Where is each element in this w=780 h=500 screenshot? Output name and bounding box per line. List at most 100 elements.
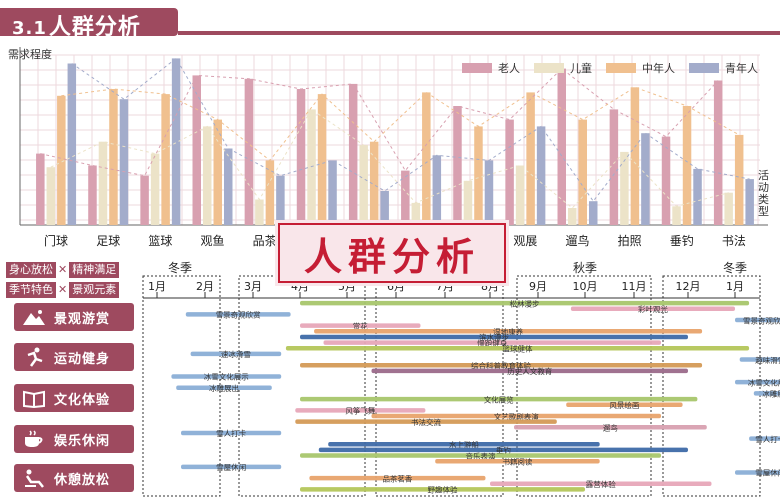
legend-swatch (606, 63, 636, 73)
month-label: 7月 (436, 280, 454, 293)
category-label: 足球 (96, 234, 121, 248)
activity-bar (435, 458, 600, 464)
section-number: 3.1 (12, 18, 47, 39)
season-label: 冬季 (723, 260, 747, 275)
month-label: 4月 (291, 280, 309, 293)
bar-老人 (296, 89, 306, 225)
tag-label: 景观元素 (69, 282, 120, 298)
legend-label: 儿童 (570, 62, 592, 75)
bar-老人 (88, 165, 97, 225)
legend-label: 老人 (498, 62, 520, 75)
bar-中年人 (578, 119, 587, 225)
activity-bar (171, 374, 282, 379)
bar-中年人 (734, 134, 744, 225)
activity-bar (371, 368, 688, 374)
activity-bar (300, 323, 421, 328)
bar-老人 (661, 136, 671, 225)
month-label: 10月 (573, 280, 598, 293)
activity-bar (309, 475, 486, 481)
page-title: 3.1人群分析 (12, 9, 141, 41)
category-label: 门球 (44, 234, 69, 248)
bar-青年人 (484, 160, 494, 225)
category-label: 遛鸟 (565, 234, 590, 248)
bar-中年人 (369, 141, 379, 225)
bar-老人 (192, 75, 201, 226)
activity-label: 滨水漫步 (479, 332, 509, 342)
activity-bar (739, 357, 780, 362)
y-axis-label: 需求程度 (8, 48, 52, 61)
bar-老人 (244, 78, 254, 225)
activity-label: 书籍阅读 (502, 456, 532, 466)
bar-青年人 (276, 175, 285, 225)
category-label: 观展 (513, 234, 538, 248)
activity-label: 音乐表演 (466, 451, 496, 461)
bar-儿童 (98, 141, 108, 225)
season-label: 冬季 (168, 260, 192, 275)
tag-label: 身心放松 (6, 262, 56, 278)
activity-label: 冰雕展出 (209, 383, 239, 393)
bar-老人 (140, 175, 149, 225)
activity-label: 雪人打卡 (755, 434, 780, 444)
activity-label: 书法交流 (411, 417, 441, 427)
bar-老人 (505, 119, 514, 225)
bar-青年人 (432, 155, 442, 225)
category-label: 书法 (721, 234, 746, 248)
bar-青年人 (328, 160, 337, 225)
tag-row-1: 身心放松 ✕ 精神满足 (6, 262, 120, 278)
bar-青年人 (745, 179, 754, 225)
legend-item: 中年人 (606, 60, 675, 76)
activity-label: 冰雪文化展示 (748, 377, 780, 387)
bar-儿童 (724, 192, 733, 225)
chart-legend: 老人 儿童 中年人 青年人 (462, 60, 772, 76)
activity-label: 遛鸟 (603, 423, 618, 433)
tag-row-2: 季节特色 ✕ 景观元素 (6, 282, 120, 298)
legend-item: 儿童 (534, 60, 592, 76)
category-label: 运动健身 (54, 351, 111, 367)
bar-青年人 (171, 58, 181, 226)
activity-label: 水上游船 (449, 440, 479, 450)
category-label: 观鱼 (200, 234, 225, 248)
bar-儿童 (463, 180, 473, 225)
activity-bar (318, 447, 688, 453)
activity-bar (314, 329, 703, 334)
activity-label: 篮球健体 (503, 344, 533, 354)
activity-bar (300, 300, 750, 306)
bar-青年人 (224, 148, 233, 225)
activity-bar (300, 396, 698, 402)
bar-儿童 (359, 145, 368, 225)
bar-中年人 (422, 92, 431, 226)
activity-bar (735, 470, 780, 475)
activity-label: 风筝飞舞 (345, 406, 375, 416)
activity-bar (753, 391, 780, 396)
header: 3.1人群分析 (0, 0, 780, 40)
legend-item: 老人 (462, 60, 520, 76)
category-2: 运动健身 (14, 343, 134, 371)
tag-label: 精神满足 (69, 262, 120, 278)
bar-青年人 (693, 168, 702, 225)
bar-儿童 (620, 151, 629, 225)
month-label: 11月 (622, 280, 647, 293)
legend-item: 青年人 (689, 60, 758, 76)
activity-bar (185, 312, 291, 317)
category-3: 文化体验 (14, 384, 134, 412)
activity-bar (570, 306, 735, 311)
bar-儿童 (672, 206, 681, 225)
section-title: 人群分析 (48, 15, 141, 40)
stamp-text: 人群分析 (303, 233, 480, 279)
category-5: 休憩放松 (14, 464, 134, 492)
activity-label: 综合科普教育体验 (471, 360, 531, 370)
activity-label: 松林漫步 (510, 298, 540, 308)
bar-中年人 (630, 87, 640, 225)
month-label: 1月 (148, 280, 166, 293)
season-label: 秋季 (573, 261, 597, 275)
category-labels: 门球 足球 篮球 观鱼 品茶 观展 遛鸟 拍照 垂钓 书法 (18, 232, 763, 248)
cup-icon (22, 429, 46, 449)
month-label: 3月 (244, 280, 262, 293)
x-axis-label: 活动类型 (758, 169, 769, 218)
bar-老人 (713, 80, 723, 225)
series-trend-line (61, 86, 740, 162)
bar-儿童 (46, 167, 56, 225)
legend-swatch (534, 63, 564, 73)
bar-chart (19, 47, 768, 226)
bar-中年人 (682, 106, 692, 225)
